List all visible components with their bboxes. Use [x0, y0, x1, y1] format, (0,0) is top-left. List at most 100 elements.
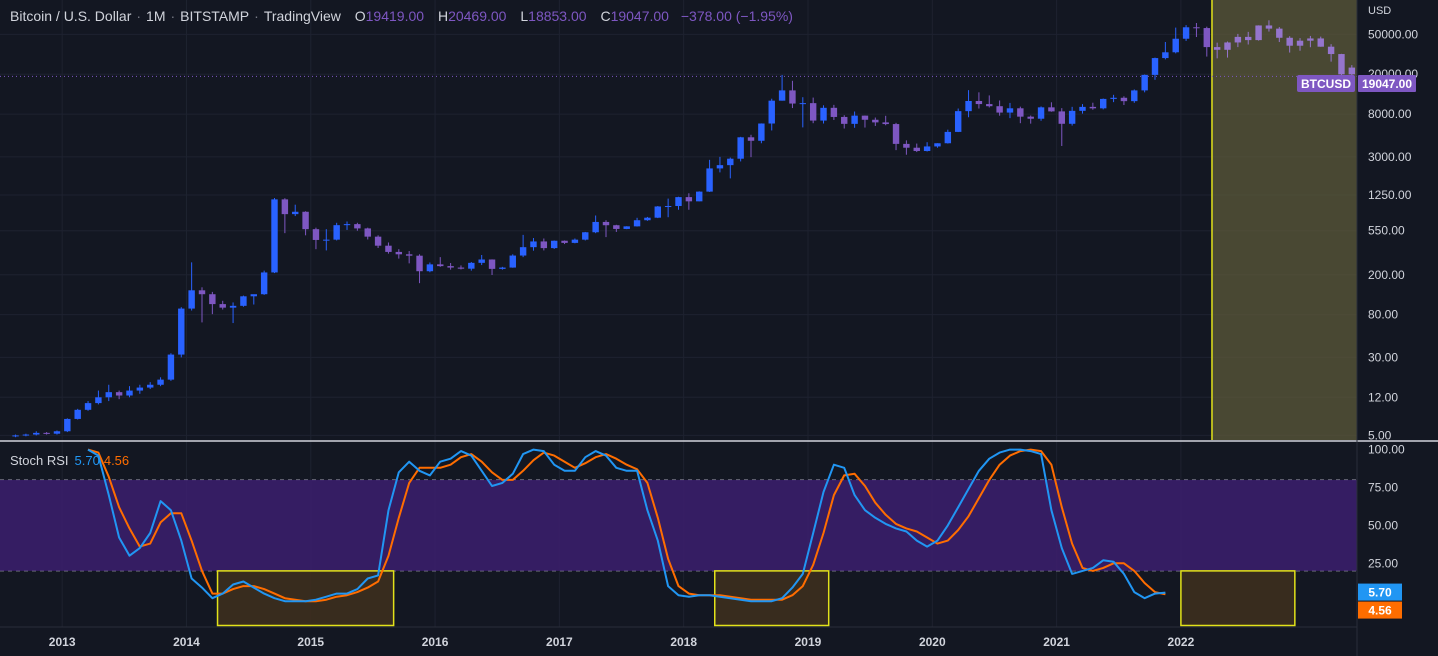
candle-body [1079, 106, 1086, 111]
candle-body [1213, 47, 1221, 50]
candle-body [478, 259, 485, 263]
high-label: H [437, 8, 449, 24]
change-value: −378.00 (−1.95%) [680, 8, 793, 24]
price-tick-label: 550.00 [1368, 224, 1405, 238]
candle-body [333, 225, 340, 240]
candle-body [447, 266, 454, 268]
candle-body [105, 392, 112, 398]
price-tick-label: 3000.00 [1368, 150, 1412, 164]
candle-body [633, 220, 641, 227]
indicator-name[interactable]: Stoch RSI [10, 453, 69, 468]
candle-body [126, 390, 133, 396]
candle-body [592, 221, 599, 233]
candle-body [1234, 36, 1242, 43]
symbol-name[interactable]: Bitcoin / U.S. Dollar [10, 8, 132, 24]
k-legend-value: 5.70 [74, 453, 100, 468]
candle-body [64, 418, 71, 432]
indicator-legend[interactable]: Stoch RSI 5.70 4.56 [10, 453, 129, 468]
candle-body [923, 146, 931, 152]
candle-body [33, 432, 40, 435]
symbol-tag: BTCUSD [1301, 77, 1351, 91]
rsi-axis[interactable]: 100.00 75.00 50.00 25.00 [1368, 443, 1405, 571]
candle-body [488, 259, 496, 269]
candle-body [820, 107, 827, 121]
candle-body [240, 296, 247, 306]
time-axis[interactable]: 2013 2014 2015 2016 2017 2018 2019 2020 2021 2022 [49, 635, 1195, 649]
candle-body [954, 111, 962, 132]
oversold-highlight-box [216, 570, 395, 627]
candle-body [1058, 111, 1065, 124]
candle-body [271, 199, 278, 273]
currency-label[interactable]: USD [1368, 5, 1392, 17]
candle-body [12, 435, 19, 437]
candle-body [426, 264, 434, 272]
k-value-tag-bg [1358, 583, 1402, 601]
candle-body [405, 254, 413, 256]
candle-body [696, 191, 703, 202]
candle-body [115, 392, 123, 396]
time-tick-label: 2019 [795, 635, 822, 649]
candle-body [1286, 37, 1293, 46]
candle-body [1182, 27, 1190, 39]
candle-body [1193, 27, 1200, 29]
candle-body [664, 206, 672, 208]
time-tick-label: 2015 [297, 635, 324, 649]
candle-body [1017, 108, 1024, 117]
axis-value-tags: BTCUSD 19047.00 5.70 4.56 [1297, 75, 1416, 619]
candle-body [654, 206, 661, 218]
price-tick-label: 12.00 [1368, 390, 1398, 404]
rsi-tick-label: 50.00 [1368, 518, 1398, 532]
d-legend-value: 4.56 [103, 453, 130, 468]
chart-legend[interactable]: Bitcoin / U.S. Dollar · 1M · BITSTAMP · Tradin… [10, 8, 793, 24]
candle-body [1265, 25, 1273, 29]
candle-body [1120, 97, 1128, 102]
candle-body [198, 290, 206, 295]
rsi-tick-label: 100.00 [1368, 443, 1405, 457]
candle-body [302, 211, 309, 230]
candle-body [706, 168, 713, 192]
candle-body [602, 221, 610, 226]
candle-body [260, 272, 268, 295]
d-value-tag: 4.56 [1368, 604, 1392, 618]
candle-body [84, 403, 92, 410]
candle-body [841, 116, 848, 124]
candle-body [1110, 97, 1117, 99]
candle-body [613, 225, 620, 229]
rsi-tick-label: 25.00 [1368, 556, 1398, 570]
candle-body [934, 143, 941, 147]
candle-body [1099, 98, 1107, 109]
time-tick-label: 2014 [173, 635, 200, 649]
candle-body [178, 308, 185, 355]
candle-body [644, 217, 651, 221]
highlighted-period-zone [1211, 0, 1357, 440]
candle-body [540, 241, 548, 249]
candle-body [1276, 28, 1283, 38]
k-value-tag: 5.70 [1368, 586, 1392, 600]
candle-body [1027, 116, 1034, 119]
candle-body [965, 100, 972, 112]
low-label: L [520, 8, 529, 24]
candle-body [1338, 54, 1345, 75]
candle-body [913, 147, 920, 152]
price-tick-label: 30.00 [1368, 350, 1398, 364]
low-value: 18853.00 [528, 8, 587, 24]
candle-body [1068, 110, 1076, 124]
price-tick-label: 50000.00 [1368, 27, 1418, 41]
candle-body [1006, 108, 1014, 113]
candle-body [1141, 74, 1148, 91]
candle-body [22, 434, 30, 436]
k-line [87, 448, 1166, 603]
candle-body [892, 124, 900, 144]
candle-body [1131, 90, 1138, 102]
candle-body [457, 267, 465, 269]
candle-body [1162, 52, 1169, 59]
candle-body [209, 294, 216, 305]
time-tick-label: 2018 [670, 635, 697, 649]
interval[interactable]: 1M [146, 8, 166, 24]
candle-body [385, 245, 392, 252]
candle-body [571, 239, 579, 243]
candlestick-series [12, 20, 1356, 438]
candle-body [519, 247, 527, 256]
candle-body [1203, 28, 1211, 48]
